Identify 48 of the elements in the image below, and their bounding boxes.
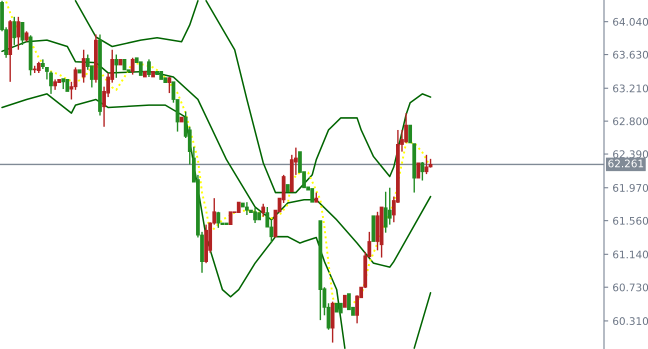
candlestick — [261, 203, 266, 218]
line-series — [74, 0, 199, 48]
y-tick-label: 61.140 — [613, 250, 648, 258]
line-series — [205, 0, 432, 194]
candlestick — [420, 161, 424, 182]
candlestick — [236, 202, 241, 214]
candlestick — [122, 58, 126, 70]
candlestick — [40, 58, 45, 70]
y-tick-label: 62.390 — [613, 150, 648, 158]
candlestick — [12, 16, 16, 46]
candlestick — [253, 207, 257, 224]
candlestick — [61, 78, 66, 90]
y-tick-label: 61.970 — [613, 184, 648, 192]
y-tick-label: 62.800 — [613, 117, 648, 126]
candlestick — [20, 22, 24, 46]
candlestick — [338, 302, 343, 314]
candlestick — [314, 192, 318, 203]
candlestick — [147, 58, 151, 78]
candlestick — [408, 124, 412, 144]
y-tick-label: 60.310 — [613, 317, 648, 326]
candlestick — [384, 191, 388, 234]
line-series — [1, 93, 346, 349]
candlestick — [16, 16, 20, 50]
candlestick — [167, 76, 172, 94]
candlestick — [53, 78, 57, 91]
candlestick — [114, 54, 118, 79]
candlestick — [416, 162, 420, 179]
y-tick-label: 63.630 — [613, 50, 648, 59]
candlestick — [228, 211, 232, 226]
candlestick — [388, 187, 392, 226]
candlestick — [130, 57, 135, 76]
candlestick — [65, 79, 70, 92]
candlestick — [245, 201, 249, 216]
candlestick — [342, 294, 347, 308]
candlestick — [24, 30, 28, 42]
line-series — [1, 39, 432, 268]
candlestick — [424, 154, 428, 175]
y-tick-label: 63.210 — [613, 84, 648, 92]
y-tick-label: 61.560 — [613, 216, 648, 225]
y-tick-label: 60.730 — [613, 283, 648, 292]
candlestick — [138, 61, 143, 76]
candlestick — [216, 211, 220, 229]
candlestick — [36, 61, 41, 74]
candlestick — [82, 49, 86, 84]
candlestick — [49, 70, 53, 95]
y-tick-label: 64.040 — [613, 18, 648, 26]
candlestick — [310, 188, 314, 203]
ref-line-label: 62.261 — [608, 160, 644, 168]
